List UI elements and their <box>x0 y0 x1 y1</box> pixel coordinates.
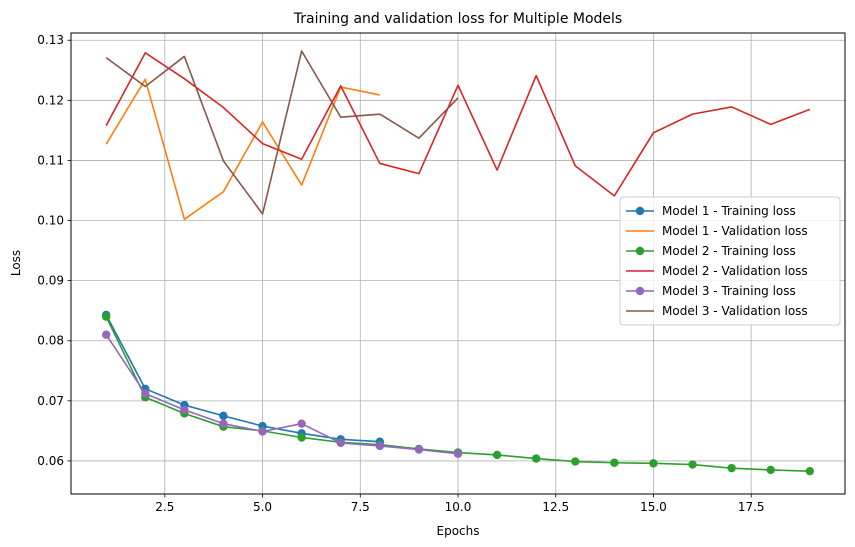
legend-label: Model 2 - Training loss <box>662 244 796 258</box>
x-tick-label: 17.5 <box>738 500 765 514</box>
legend-item: Model 2 - Training loss <box>626 244 796 258</box>
series-line <box>105 334 459 455</box>
legend-label: Model 1 - Training loss <box>662 204 796 218</box>
series-2 <box>105 78 380 221</box>
legend-label: Model 3 - Validation loss <box>662 304 808 318</box>
series-layer <box>101 50 815 476</box>
series-5 <box>101 330 463 458</box>
data-point <box>258 427 267 436</box>
data-point <box>531 454 541 463</box>
data-point <box>453 449 463 458</box>
data-point <box>219 411 228 421</box>
series-line <box>105 50 459 215</box>
series-6 <box>105 50 459 215</box>
data-point <box>180 405 189 415</box>
data-point <box>375 441 385 451</box>
legend-item: Model 3 - Validation loss <box>626 304 808 318</box>
y-tick-label: 0.13 <box>37 33 64 47</box>
legend-marker <box>635 286 645 296</box>
legend-marker <box>635 246 645 256</box>
y-tick-label: 0.09 <box>37 274 64 288</box>
legend: Model 1 - Training loss Model 1 - Validat… <box>619 196 841 326</box>
x-tick-label: 10.0 <box>445 500 472 514</box>
y-axis-label: Loss <box>9 250 23 276</box>
data-point <box>766 465 775 475</box>
data-point <box>141 389 150 398</box>
legend-item: Model 2 - Validation loss <box>626 264 808 278</box>
chart-title: Training and validation loss for Multipl… <box>293 11 622 27</box>
x-tick-label: 12.5 <box>542 500 569 514</box>
legend-item: Model 3 - Training loss <box>626 284 796 298</box>
x-axis-label: Epochs <box>437 524 480 538</box>
y-tick-label: 0.12 <box>37 93 64 107</box>
legend-item: Model 1 - Training loss <box>626 204 796 218</box>
y-axis: 0.06 0.07 0.08 0.09 0.10 0.11 0.12 0.13 <box>37 33 71 468</box>
data-point <box>727 463 736 473</box>
data-point <box>336 438 345 448</box>
legend-label: Model 1 - Validation loss <box>662 224 808 238</box>
data-point <box>297 433 306 442</box>
data-point <box>492 450 502 460</box>
y-tick-label: 0.10 <box>37 214 64 228</box>
data-point <box>688 460 697 469</box>
x-tick-label: 15.0 <box>640 500 667 514</box>
x-tick-label: 5.0 <box>253 500 272 514</box>
x-tick-label: 7.5 <box>351 500 370 514</box>
legend-item: Model 1 - Validation loss <box>626 224 808 238</box>
legend-label: Model 2 - Validation loss <box>662 264 808 278</box>
legend-box <box>619 196 841 326</box>
series-1 <box>101 310 385 446</box>
data-point <box>297 419 306 428</box>
legend-label: Model 3 - Training loss <box>662 284 796 298</box>
y-tick-label: 0.06 <box>37 454 64 468</box>
x-axis: 2.5 5.0 7.5 10.0 12.5 15.0 17.5 <box>155 494 765 514</box>
x-tick-label: 2.5 <box>155 500 174 514</box>
legend-marker <box>635 206 645 216</box>
y-tick-label: 0.07 <box>37 394 64 408</box>
data-point <box>414 445 424 454</box>
data-point <box>571 457 580 466</box>
y-tick-label: 0.11 <box>37 153 64 167</box>
data-point <box>101 312 111 321</box>
data-point <box>101 330 111 339</box>
data-point <box>610 458 619 467</box>
series-line <box>105 78 380 221</box>
data-point <box>219 419 228 428</box>
series-4 <box>105 52 811 197</box>
y-tick-label: 0.08 <box>37 334 64 348</box>
series-line <box>105 314 380 443</box>
series-line <box>105 52 811 197</box>
data-point <box>649 459 658 468</box>
data-point <box>805 466 815 476</box>
